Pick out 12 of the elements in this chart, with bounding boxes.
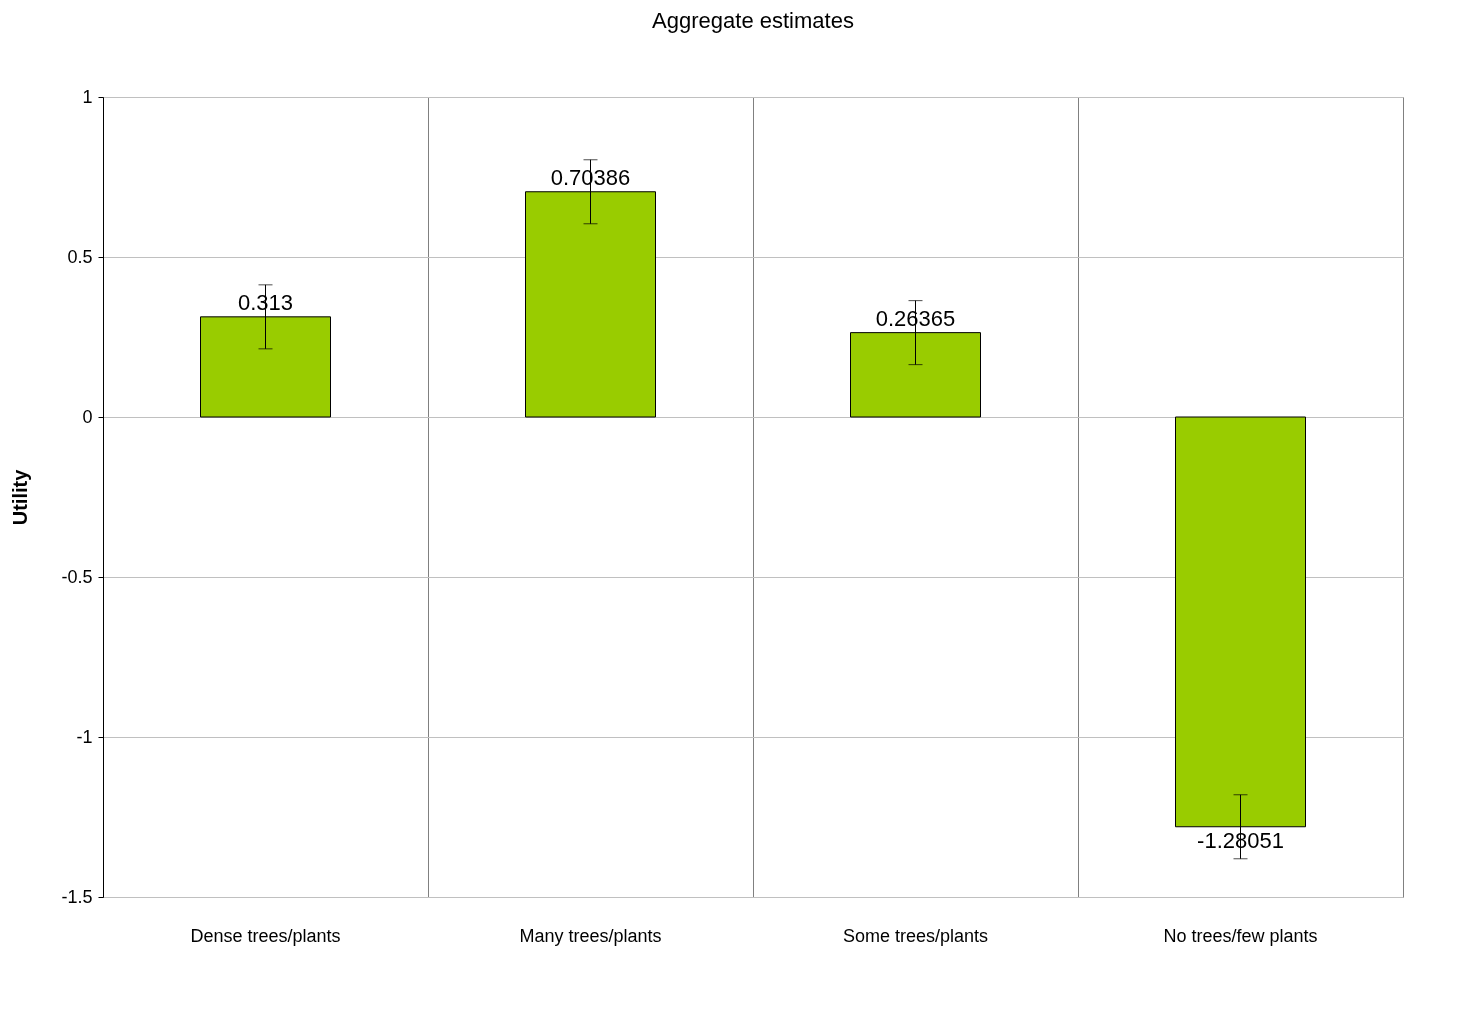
y-tick-label: 0 [82, 406, 93, 427]
y-tick-label: -1.5 [61, 886, 93, 907]
y-tick-label: 0.5 [67, 246, 93, 267]
x-tick-label: Many trees/plants [519, 925, 662, 946]
x-tick-label: Dense trees/plants [190, 925, 341, 946]
chart-title: Aggregate estimates [652, 8, 854, 33]
y-tick-label: -0.5 [61, 566, 93, 587]
y-axis-title: Utility [9, 468, 32, 526]
x-tick-label: Some trees/plants [842, 925, 989, 946]
x-tick-label: No trees/few plants [1163, 925, 1318, 946]
y-tick-label: -1 [76, 726, 93, 747]
y-tick-label: 1 [82, 86, 93, 107]
